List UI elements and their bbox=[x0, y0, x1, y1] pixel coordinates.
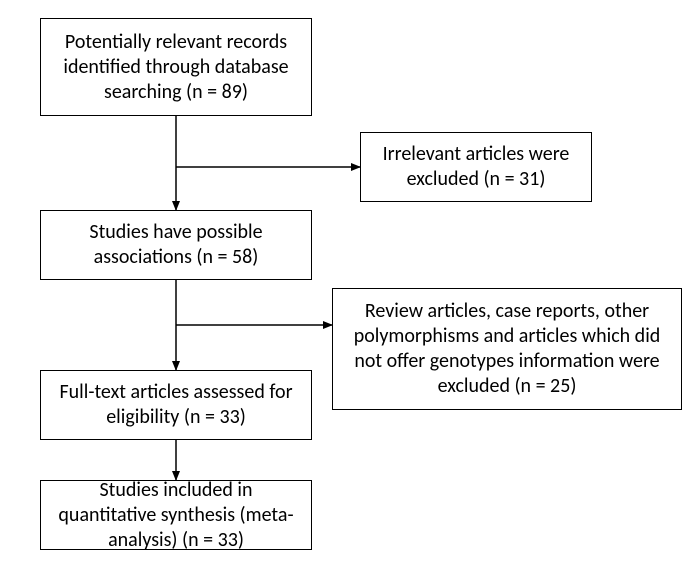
box-possible-associations: Studies have possible associations (n = … bbox=[40, 210, 312, 280]
box-excluded-reviews: Review articles, case reports, other pol… bbox=[332, 288, 682, 410]
box-studies-included: Studies included in quantitative synthes… bbox=[40, 480, 312, 550]
box-text: Potentially relevant records identified … bbox=[51, 30, 301, 105]
box-text: Irrelevant articles were excluded (n = 3… bbox=[371, 142, 581, 192]
box-fulltext-assessed: Full-text articles assessed for eligibil… bbox=[40, 370, 312, 440]
box-text: Full-text articles assessed for eligibil… bbox=[51, 380, 301, 430]
box-records-identified: Potentially relevant records identified … bbox=[40, 18, 312, 116]
box-text: Review articles, case reports, other pol… bbox=[343, 299, 671, 399]
box-text: Studies included in quantitative synthes… bbox=[51, 478, 301, 553]
box-text: Studies have possible associations (n = … bbox=[51, 220, 301, 270]
box-excluded-irrelevant: Irrelevant articles were excluded (n = 3… bbox=[360, 132, 592, 202]
flowchart-canvas: Potentially relevant records identified … bbox=[0, 0, 700, 563]
